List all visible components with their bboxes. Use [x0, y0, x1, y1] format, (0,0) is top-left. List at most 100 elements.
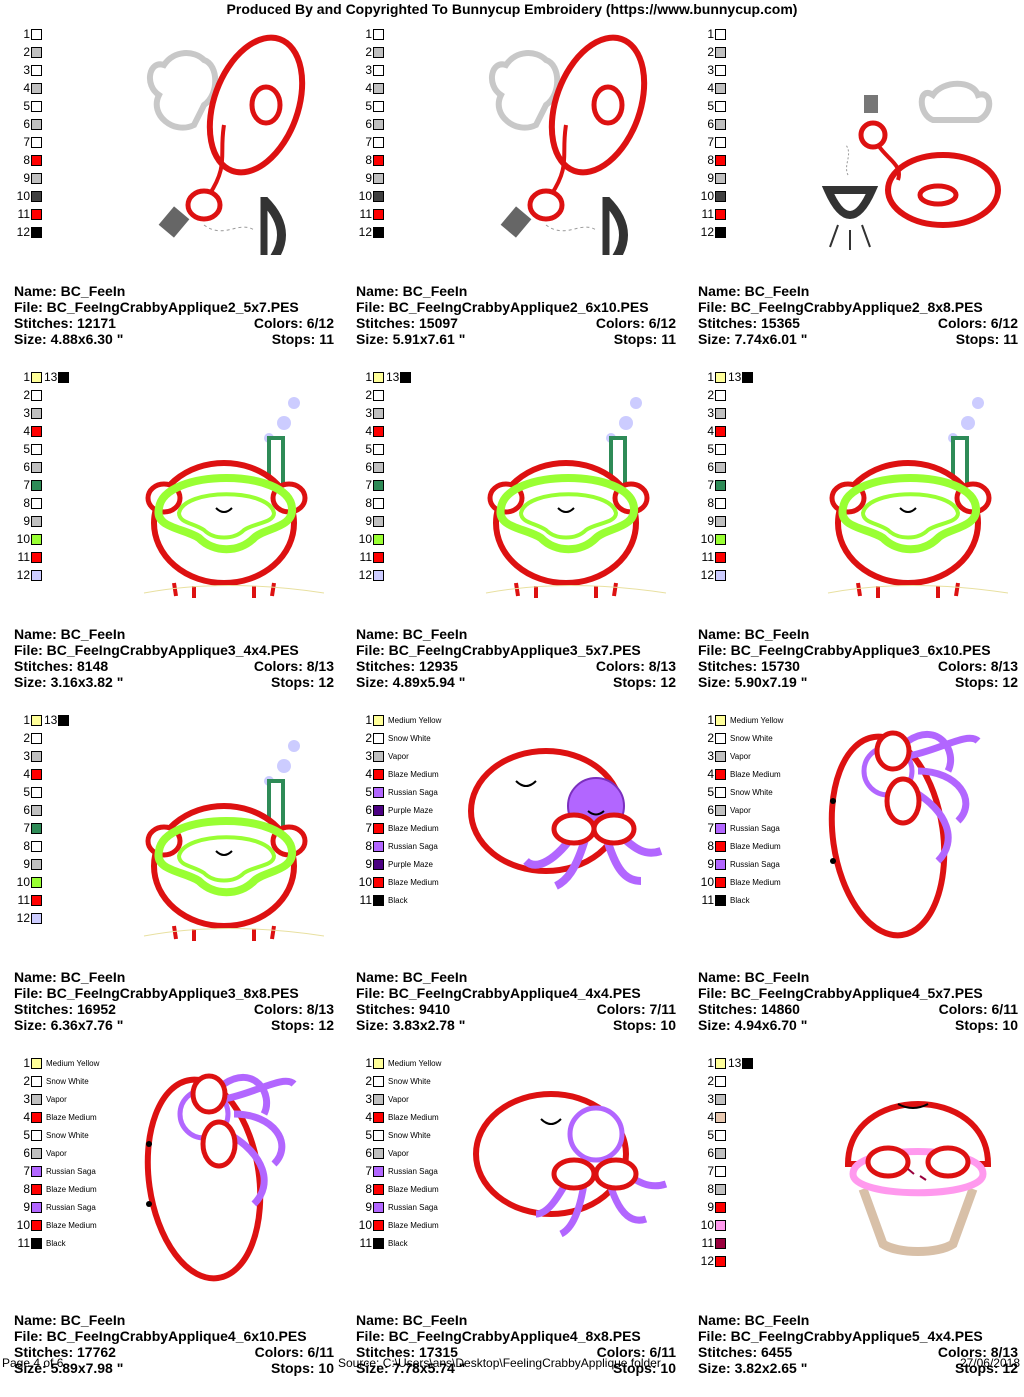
design-artwork — [808, 711, 1018, 941]
swatch-number: 1 — [707, 1056, 714, 1070]
swatch-name: Snow White — [730, 733, 773, 743]
design-artwork — [466, 25, 676, 274]
swatch-number: 1 — [707, 370, 714, 384]
swatch-color — [31, 407, 42, 419]
swatch-number: 1 — [23, 370, 30, 384]
swatch-number: 6 — [365, 460, 372, 474]
color-swatch: 9 Russian Saga — [698, 855, 783, 873]
swatch-number: 10 — [16, 189, 30, 203]
color-swatch: 5 — [14, 440, 69, 458]
swatch-color — [31, 1201, 42, 1213]
color-swatch-list: 1 Medium Yellow 2 Snow White 3 Vapor 4 Blaze Me… — [14, 1054, 100, 1252]
design-file: File: BC_FeeIngCrabbyApplique4_5x7.PES — [698, 985, 983, 1001]
design-artwork — [124, 25, 334, 274]
design-size: Size: 5.91x7.61 " — [356, 331, 466, 347]
swatch-number: 4 — [707, 767, 714, 781]
design-colors: Colors: 6/11 — [938, 1001, 1018, 1017]
swatch-number: 10 — [358, 875, 372, 889]
color-swatch: 10 — [698, 530, 753, 548]
swatch-number: 2 — [707, 731, 714, 745]
color-swatch: 6 Purple Maze — [356, 801, 441, 819]
swatch-number: 8 — [23, 496, 30, 510]
design-file: File: BC_FeeIngCrabbyApplique2_8x8.PES — [698, 299, 983, 315]
design-size: Size: 4.88x6.30 " — [14, 331, 124, 347]
design-name: Name: BC_FeeIn — [356, 626, 468, 642]
color-swatch: 11 — [14, 548, 69, 566]
design-info: Name: BC_FeeIn File: BC_FeeIngCrabbyAppl… — [14, 283, 334, 347]
swatch-color — [715, 1237, 726, 1249]
color-swatch: 8 Blaze Medium — [356, 1180, 441, 1198]
color-swatch: 1 — [14, 25, 42, 43]
design-info: Name: BC_FeeIn File: BC_FeeIngCrabbyAppl… — [698, 1312, 1018, 1376]
color-swatch: 3 — [698, 61, 726, 79]
swatch-number: 8 — [707, 1182, 714, 1196]
swatch-number: 1 — [365, 1056, 372, 1070]
swatch-color — [31, 28, 42, 40]
swatch-number: 10 — [16, 1218, 30, 1232]
swatch-color — [715, 425, 726, 437]
color-swatch: 11 Black — [14, 1234, 99, 1252]
swatch-number: 1 — [707, 27, 714, 41]
swatch-name: Black — [730, 895, 750, 905]
swatch-number: 9 — [707, 514, 714, 528]
color-swatch: 12 — [698, 1252, 753, 1270]
color-swatch: 8 — [356, 151, 384, 169]
swatch-color — [373, 551, 384, 563]
swatch-number: 9 — [365, 171, 372, 185]
swatch-number: 4 — [365, 1110, 372, 1124]
design-name: Name: BC_FeeIn — [14, 1312, 126, 1328]
swatch-color — [31, 497, 42, 509]
color-swatch: 2 — [698, 1072, 753, 1090]
swatch-color — [373, 876, 384, 888]
swatch-number: 3 — [23, 749, 30, 763]
swatch-number: 5 — [707, 99, 714, 113]
swatch-number: 9 — [23, 514, 30, 528]
swatch-color — [715, 28, 726, 40]
color-swatch: 6 — [14, 458, 69, 476]
swatch-color — [373, 569, 384, 581]
color-swatch: 11 Black — [356, 1234, 441, 1252]
design-name: Name: BC_FeeIn — [698, 626, 810, 642]
swatch-color — [31, 714, 42, 726]
swatch-number: 10 — [358, 1218, 372, 1232]
swatch-color — [373, 425, 384, 437]
swatch-color — [31, 190, 42, 202]
swatch-number: 4 — [707, 424, 714, 438]
swatch-color — [373, 1093, 384, 1105]
design-artwork — [466, 1054, 676, 1284]
swatch-color — [715, 1255, 726, 1267]
swatch-color — [373, 1219, 384, 1231]
swatch-name: Snow White — [388, 733, 431, 743]
swatch-color — [373, 1075, 384, 1087]
design-artwork — [124, 711, 334, 941]
swatch-number: 7 — [23, 821, 30, 835]
design-stitches: Stitches: 12171 — [14, 315, 116, 331]
swatch-color — [31, 1111, 42, 1123]
swatch-color — [373, 786, 384, 798]
swatch-color — [373, 714, 384, 726]
design-stitches: Stitches: 8148 — [14, 658, 109, 674]
swatch-color — [31, 1075, 42, 1087]
color-swatch: 11 — [698, 548, 753, 566]
color-swatch: 10 Blaze Medium — [356, 1216, 441, 1234]
swatch-number: 6 — [365, 803, 372, 817]
design-card: 1 2 3 4 5 6 7 8 9 10 11 12 Name: BC_FeeIn File: BC_… — [14, 25, 356, 368]
color-swatch: 8 Russian Saga — [356, 837, 441, 855]
swatch-name: Black — [388, 1238, 408, 1248]
swatch-color — [31, 840, 42, 852]
color-swatch: 4 — [14, 422, 69, 440]
design-file: File: BC_FeeIngCrabbyApplique3_5x7.PES — [356, 642, 641, 658]
swatch-number: 2 — [365, 731, 372, 745]
swatch-color — [715, 1165, 726, 1177]
color-swatch: 2 Snow White — [14, 1072, 99, 1090]
swatch-number: 3 — [707, 1092, 714, 1106]
color-swatch: 12 — [356, 223, 384, 241]
swatch-name: Vapor — [388, 751, 409, 761]
design-card: 1 2 3 4 5 6 7 8 9 10 11 12 Name: BC_FeeIn File: BC_… — [356, 25, 698, 368]
color-swatch: 9 — [698, 1198, 753, 1216]
color-swatch: 8 — [698, 494, 753, 512]
color-swatch: 1 Medium Yellow — [14, 1054, 99, 1072]
swatch-color — [373, 208, 384, 220]
swatch-number: 5 — [365, 442, 372, 456]
swatch-number: 12 — [358, 225, 372, 239]
